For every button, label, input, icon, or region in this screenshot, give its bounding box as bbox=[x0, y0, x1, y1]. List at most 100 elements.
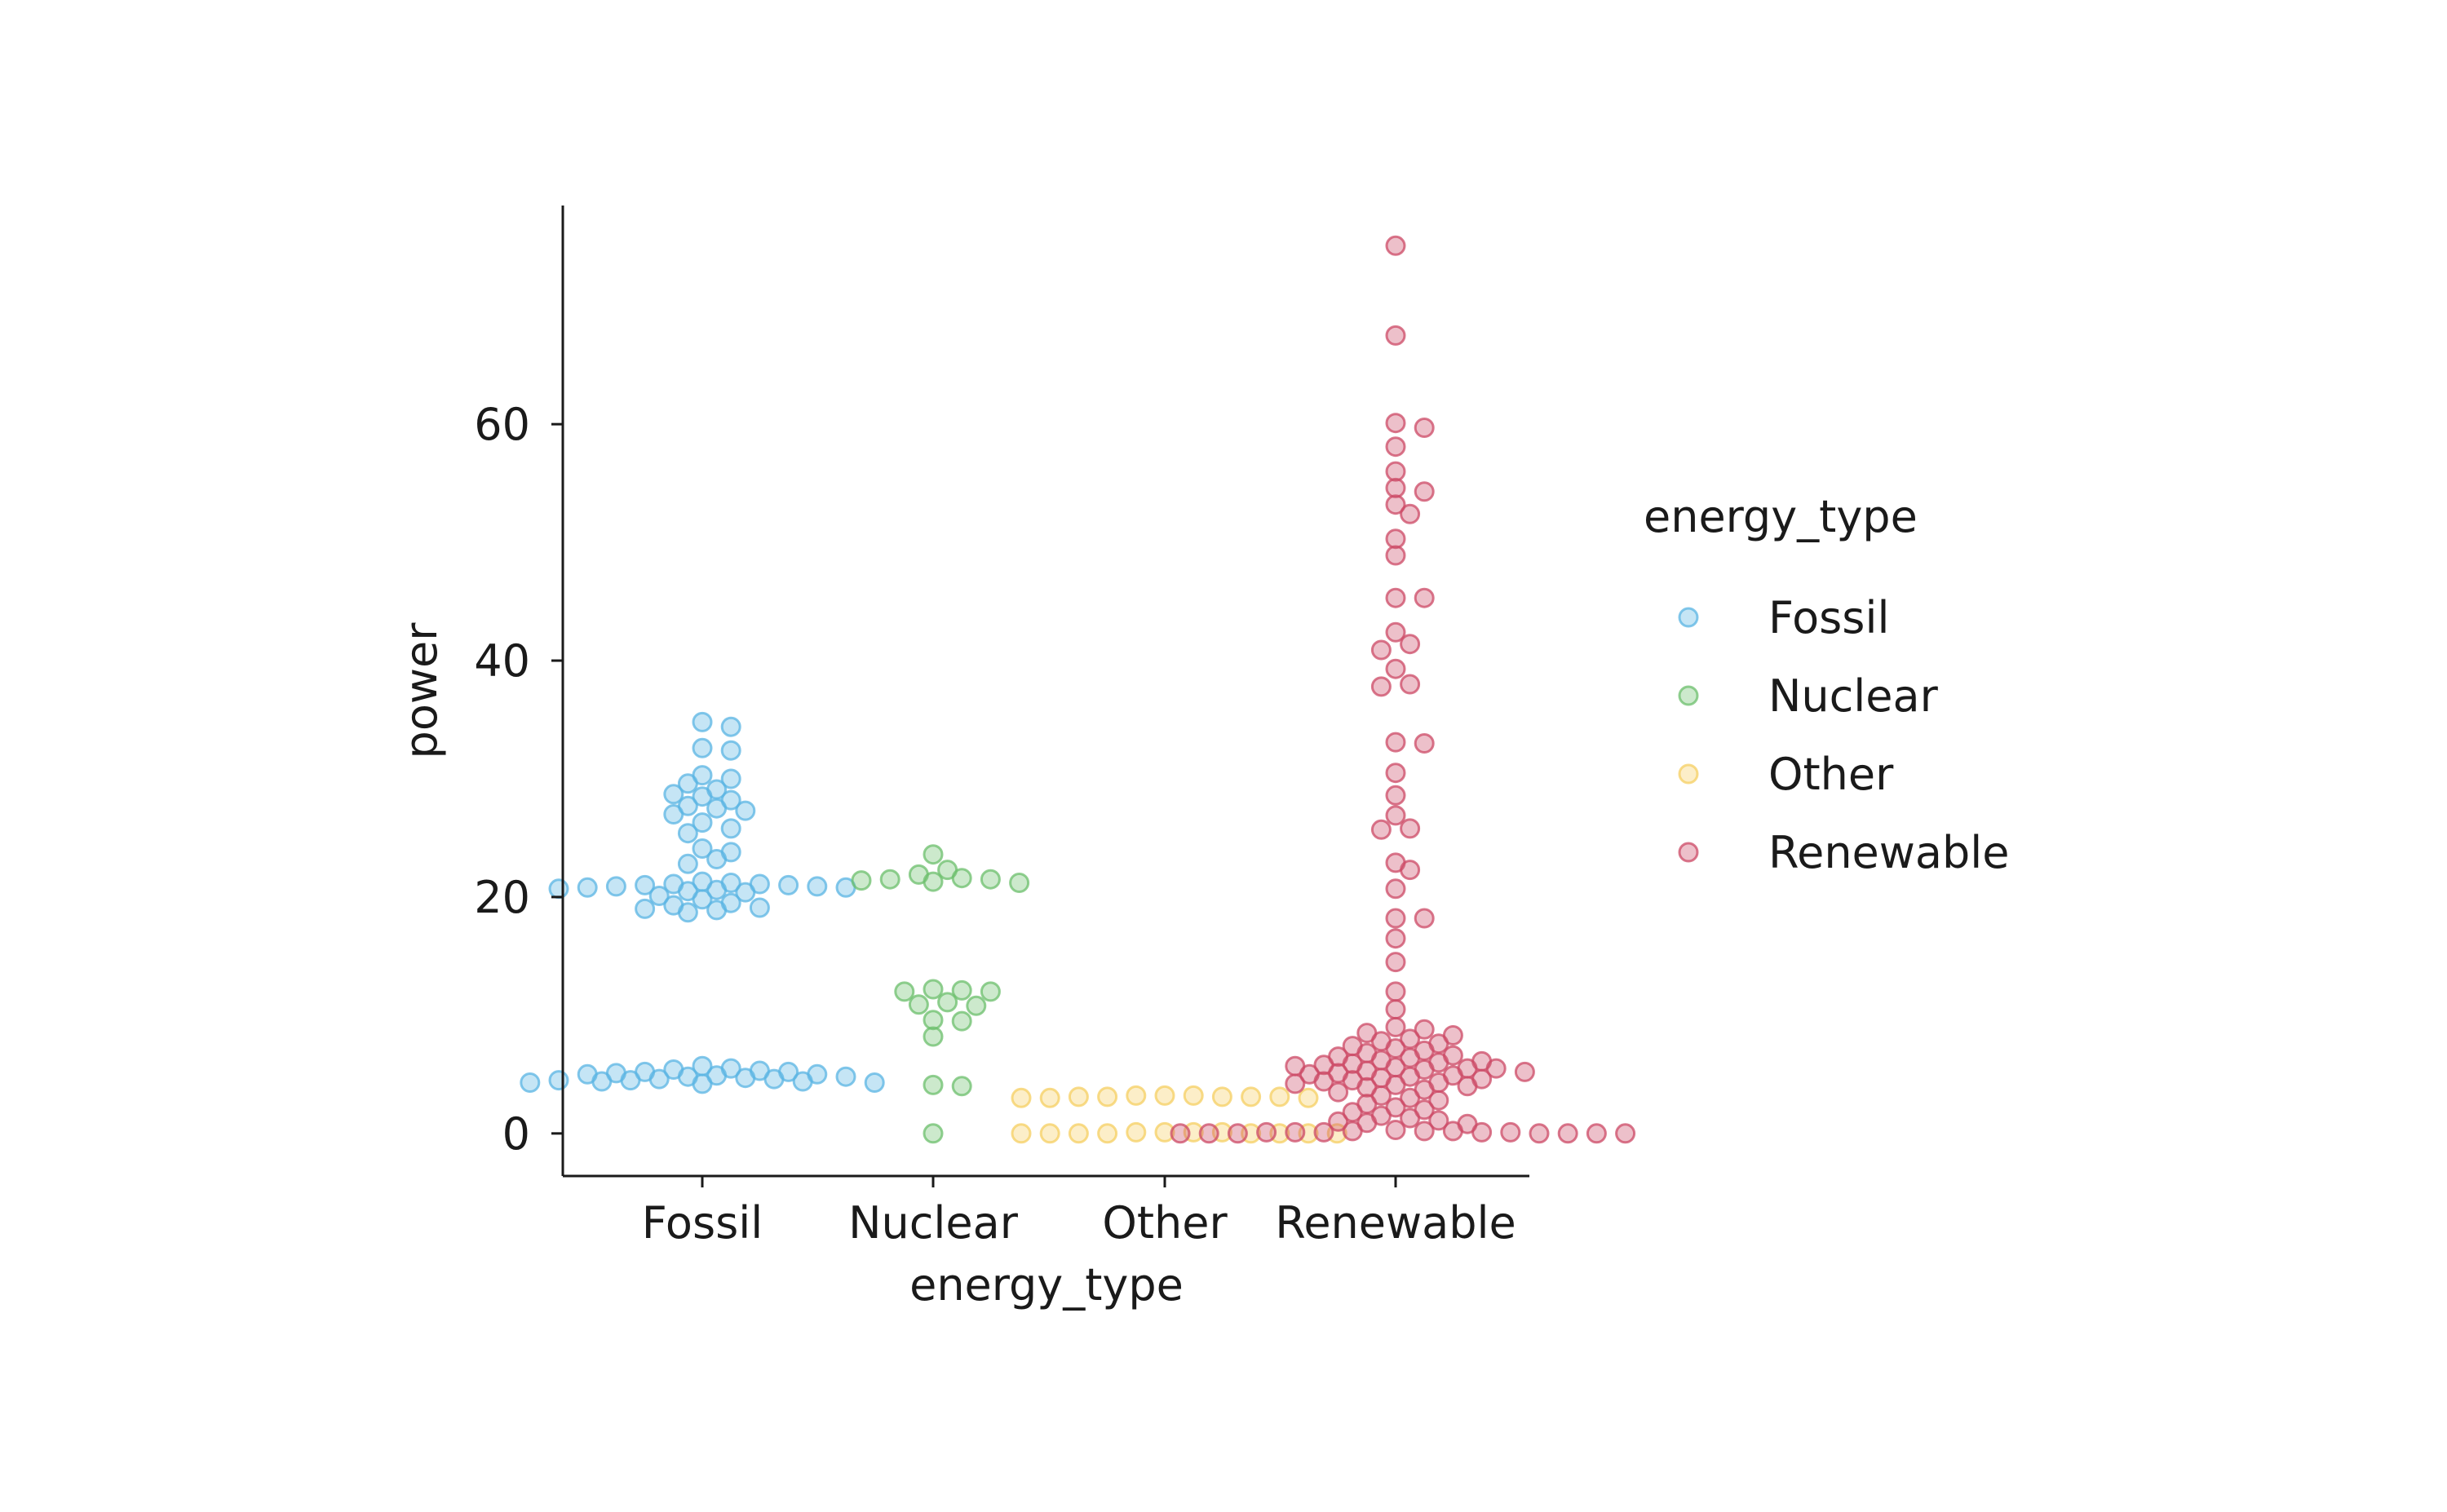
data-point bbox=[706, 798, 728, 819]
x-tick-label: Renewable bbox=[1275, 1197, 1516, 1249]
legend-marker bbox=[1678, 763, 1699, 785]
data-point bbox=[692, 711, 713, 732]
data-point bbox=[1385, 952, 1406, 973]
data-point bbox=[1370, 639, 1392, 661]
legend-label: Nuclear bbox=[1768, 670, 1939, 722]
data-point bbox=[1442, 1121, 1463, 1142]
data-point bbox=[1485, 1058, 1507, 1079]
data-point bbox=[1457, 1076, 1478, 1097]
data-point bbox=[1400, 860, 1421, 881]
data-point bbox=[1428, 1110, 1449, 1131]
data-point bbox=[1039, 1123, 1060, 1144]
data-point bbox=[1039, 1087, 1060, 1108]
data-point bbox=[923, 1010, 944, 1031]
series-nuclear bbox=[851, 844, 1030, 1144]
data-point bbox=[923, 1026, 944, 1047]
data-point bbox=[520, 1072, 541, 1093]
legend-title: energy_type bbox=[1644, 491, 1918, 542]
legend: energy_type Fossil Nuclear Other Renewable bbox=[1644, 491, 2010, 878]
data-point bbox=[663, 804, 684, 825]
data-point bbox=[1256, 1121, 1277, 1143]
data-point bbox=[1385, 732, 1406, 753]
points-layer bbox=[520, 235, 1636, 1144]
x-axis-label: energy_type bbox=[909, 1259, 1184, 1311]
data-point bbox=[923, 1123, 944, 1144]
data-point bbox=[1414, 733, 1435, 754]
data-point bbox=[735, 882, 756, 903]
data-point bbox=[951, 868, 972, 889]
data-point bbox=[692, 889, 713, 910]
data-point bbox=[735, 1068, 756, 1089]
data-point bbox=[923, 844, 944, 865]
series-other bbox=[1011, 1085, 1347, 1144]
data-point bbox=[692, 1073, 713, 1094]
series-fossil bbox=[520, 711, 885, 1094]
y-ticks: 0 20 40 60 bbox=[474, 399, 563, 1160]
data-point bbox=[648, 1068, 670, 1090]
data-point bbox=[1400, 1107, 1421, 1129]
data-point bbox=[1126, 1121, 1147, 1143]
legend-marker bbox=[1678, 842, 1699, 863]
data-point bbox=[749, 897, 770, 918]
data-point bbox=[1385, 878, 1406, 900]
data-point bbox=[951, 1076, 972, 1097]
data-point bbox=[1400, 818, 1421, 839]
data-point bbox=[677, 902, 698, 923]
legend-items: Fossil Nuclear Other Renewable bbox=[1678, 592, 2010, 878]
data-point bbox=[778, 874, 799, 895]
data-point bbox=[1328, 1111, 1349, 1132]
data-point bbox=[735, 800, 756, 821]
data-point bbox=[835, 1066, 856, 1087]
data-point bbox=[923, 979, 944, 1000]
data-point bbox=[635, 874, 656, 895]
data-point bbox=[692, 838, 713, 859]
data-point bbox=[923, 871, 944, 892]
data-point bbox=[807, 876, 828, 897]
data-point bbox=[1385, 928, 1406, 949]
data-point bbox=[1385, 1120, 1406, 1140]
series-renewable bbox=[1170, 235, 1636, 1144]
data-point bbox=[1183, 1085, 1204, 1106]
data-point bbox=[1514, 1061, 1535, 1082]
data-point bbox=[663, 784, 684, 805]
x-tick-label: Other bbox=[1102, 1197, 1228, 1249]
data-point bbox=[1385, 805, 1406, 826]
data-point bbox=[692, 737, 713, 758]
data-point bbox=[951, 979, 972, 1001]
data-point bbox=[548, 878, 569, 900]
data-point bbox=[1615, 1123, 1636, 1144]
data-point bbox=[1298, 1087, 1319, 1108]
data-point bbox=[1385, 413, 1406, 434]
data-point bbox=[1385, 981, 1406, 1002]
data-point bbox=[1154, 1085, 1175, 1106]
data-point bbox=[1414, 908, 1435, 929]
data-point bbox=[677, 853, 698, 874]
data-point bbox=[1370, 819, 1392, 840]
data-point bbox=[851, 870, 872, 891]
data-point bbox=[763, 1068, 785, 1090]
data-point bbox=[1211, 1086, 1232, 1107]
data-point bbox=[677, 773, 698, 794]
data-point bbox=[1586, 1123, 1607, 1144]
data-point bbox=[937, 992, 958, 1013]
data-point bbox=[1385, 528, 1406, 550]
data-point bbox=[1385, 461, 1406, 482]
data-point bbox=[951, 1010, 972, 1032]
data-point bbox=[692, 812, 713, 833]
data-point bbox=[1385, 436, 1406, 458]
y-tick-label: 20 bbox=[474, 872, 530, 923]
data-point bbox=[1414, 1019, 1435, 1040]
y-axis-label: power bbox=[396, 622, 447, 759]
data-point bbox=[1414, 418, 1435, 438]
data-point bbox=[1269, 1086, 1290, 1107]
data-point bbox=[1400, 503, 1421, 524]
data-point bbox=[980, 869, 1001, 890]
data-point bbox=[1227, 1123, 1248, 1144]
data-point bbox=[1170, 1123, 1191, 1144]
data-point bbox=[1370, 676, 1392, 697]
data-point bbox=[1529, 1123, 1550, 1144]
data-point bbox=[1285, 1121, 1306, 1143]
data-point bbox=[1385, 1074, 1406, 1095]
data-point bbox=[706, 849, 728, 869]
